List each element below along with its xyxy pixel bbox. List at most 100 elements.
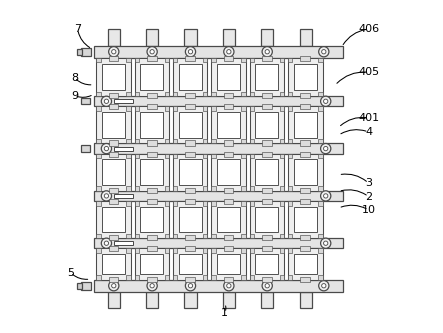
Bar [294, 207, 317, 232]
Bar [255, 64, 278, 91]
Bar [288, 248, 292, 253]
Bar [300, 246, 310, 251]
Bar [294, 160, 317, 185]
Bar [250, 107, 284, 144]
Bar [263, 134, 272, 144]
Circle shape [227, 50, 231, 54]
Bar [250, 107, 254, 111]
Bar [318, 275, 323, 280]
Bar [300, 235, 310, 240]
Bar [280, 92, 284, 96]
Bar [224, 199, 233, 204]
Bar [126, 139, 131, 144]
Bar [173, 234, 177, 238]
Bar [93, 280, 343, 292]
Bar [255, 112, 278, 138]
Bar [217, 254, 240, 274]
Bar [109, 134, 118, 144]
Bar [211, 58, 216, 62]
Circle shape [147, 47, 157, 57]
Bar [109, 199, 118, 204]
Circle shape [323, 241, 328, 245]
Bar [224, 134, 233, 144]
Circle shape [323, 194, 328, 198]
Bar [173, 107, 207, 144]
Bar [250, 248, 284, 280]
Text: 8: 8 [71, 73, 78, 83]
Bar [203, 234, 207, 238]
Bar [224, 277, 233, 282]
Bar [261, 292, 273, 308]
Bar [263, 87, 272, 96]
Bar [203, 107, 207, 111]
Bar [93, 191, 343, 201]
Circle shape [265, 50, 269, 54]
Bar [301, 58, 310, 67]
Bar [250, 248, 254, 253]
Bar [255, 254, 278, 274]
Bar [211, 139, 216, 144]
Bar [126, 154, 131, 158]
Bar [224, 270, 233, 280]
Circle shape [101, 144, 112, 154]
Text: 1: 1 [221, 308, 228, 318]
Bar [250, 58, 254, 62]
Bar [81, 98, 90, 105]
Bar [318, 201, 323, 205]
Bar [126, 107, 131, 111]
Bar [93, 144, 343, 154]
Bar [165, 248, 169, 253]
Bar [318, 107, 323, 111]
Bar [224, 87, 233, 96]
Bar [280, 275, 284, 280]
Circle shape [322, 284, 326, 288]
Circle shape [109, 281, 119, 291]
Circle shape [101, 191, 112, 201]
Bar [288, 186, 292, 191]
Bar [96, 186, 101, 191]
Text: 3: 3 [365, 178, 372, 188]
Circle shape [319, 47, 329, 57]
Bar [224, 107, 233, 116]
Bar [96, 107, 131, 144]
Bar [185, 277, 195, 282]
Bar [109, 201, 118, 210]
Bar [250, 154, 254, 158]
Bar [241, 107, 246, 111]
Bar [96, 275, 101, 280]
Bar [135, 248, 139, 253]
Bar [135, 275, 139, 280]
Bar [250, 201, 254, 205]
Bar [241, 201, 246, 205]
Circle shape [321, 191, 331, 201]
Bar [109, 246, 118, 251]
Bar [148, 201, 157, 210]
Bar [108, 29, 120, 46]
Bar [294, 112, 317, 138]
Bar [263, 270, 272, 280]
Bar [203, 139, 207, 144]
Bar [179, 64, 202, 91]
Bar [186, 248, 195, 258]
Bar [250, 92, 254, 96]
Bar [288, 58, 292, 62]
Bar [148, 228, 157, 238]
Bar [184, 29, 197, 46]
Bar [96, 139, 101, 144]
Bar [102, 207, 125, 232]
Bar [211, 107, 246, 144]
Bar [250, 234, 254, 238]
Bar [280, 154, 284, 158]
Bar [263, 181, 272, 191]
Bar [114, 99, 133, 103]
Bar [224, 228, 233, 238]
Bar [224, 201, 233, 210]
Bar [288, 154, 292, 158]
Bar [280, 186, 284, 191]
Circle shape [185, 47, 196, 57]
Circle shape [150, 284, 154, 288]
Circle shape [150, 50, 154, 54]
Bar [301, 87, 310, 96]
Bar [217, 160, 240, 185]
Bar [318, 186, 323, 191]
